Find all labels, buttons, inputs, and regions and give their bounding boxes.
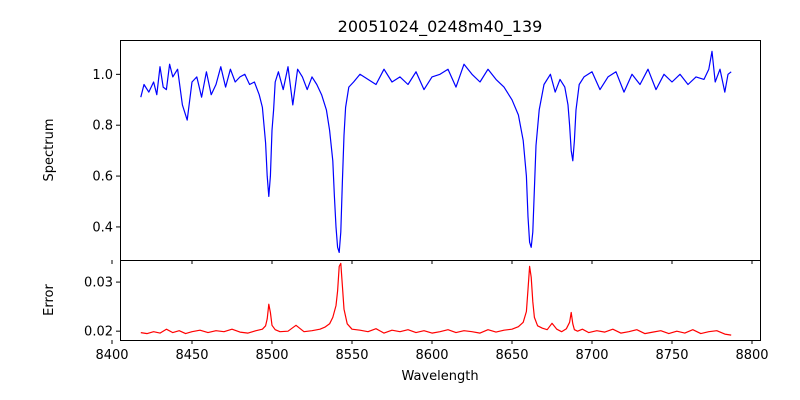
error-plot-frame — [120, 260, 761, 341]
error-line-0 — [140, 262, 732, 336]
spectrum-y-tick-label-2: 0.8 — [92, 119, 113, 134]
error-series — [140, 262, 732, 336]
error-y-axis-label: Error — [42, 284, 57, 316]
spectrum-y-tick-label-0: 0.4 — [92, 220, 113, 235]
spectrum-line-0 — [140, 50, 732, 253]
x-axis-label: Wavelength — [401, 369, 478, 384]
x-tick-label-0: 8400 — [95, 348, 128, 363]
x-tick-label-7: 8750 — [655, 348, 688, 363]
x-tick-label-2: 8500 — [255, 348, 288, 363]
error-y-tick-label-0: 0.02 — [84, 325, 113, 340]
x-axis-ticks: 8400 8450 8500 8550 8600 8650 8700 8750 8800 — [95, 340, 769, 363]
x-tick-label-5: 8650 — [495, 348, 528, 363]
error-panel: 0.02 0.03 8400 8450 8500 8550 8600 8650 8700 875… — [42, 260, 769, 363]
spectrum-panel: 0.4 0.6 0.8 1.0 Spectrum — [42, 40, 761, 264]
error-y-axis-ticks: 0.02 0.03 — [84, 276, 120, 340]
x-tick-label-3: 8550 — [335, 348, 368, 363]
spectrum-y-axis-label: Spectrum — [42, 119, 57, 182]
x-tick-label-1: 8450 — [175, 348, 208, 363]
spectrum-y-tick-label-1: 0.6 — [92, 170, 113, 185]
error-y-tick-label-1: 0.03 — [84, 276, 113, 291]
x-tick-label-8: 8800 — [735, 348, 768, 363]
spectrum-y-axis-ticks: 0.4 0.6 0.8 1.0 — [92, 68, 120, 235]
x-tick-label-4: 8600 — [415, 348, 448, 363]
spectrum-y-tick-label-3: 1.0 — [92, 68, 113, 83]
spectrum-series — [140, 50, 732, 253]
x-tick-label-6: 8700 — [575, 348, 608, 363]
chart-title: 20051024_0248m40_139 — [338, 17, 543, 37]
